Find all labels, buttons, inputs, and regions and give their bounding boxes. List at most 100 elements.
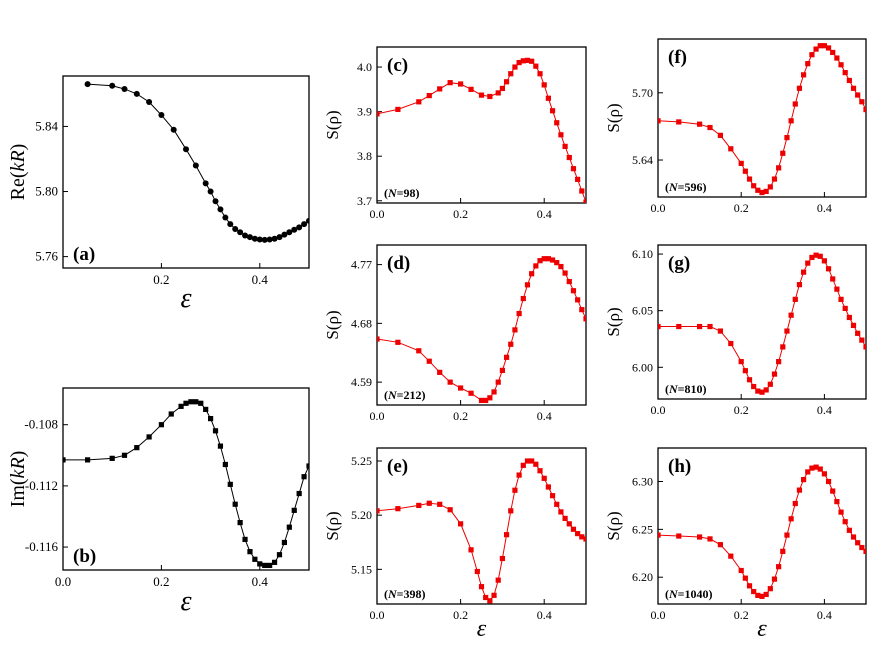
x-tick-label-f: 0.2 <box>734 201 749 215</box>
data-point <box>830 488 836 494</box>
x-tick-label-d: 0.4 <box>537 409 552 423</box>
data-point <box>549 493 556 499</box>
data-point <box>133 90 140 97</box>
y-axis-label-f: S(ρ) <box>604 103 623 132</box>
data-point <box>771 576 778 582</box>
y-tick-label-f: 5.70 <box>632 86 653 100</box>
panel-e: 5.15 5.20 5.25 0.0 0.2 0.4 S(ρ) ε (e) (N=398) <box>323 447 587 642</box>
data-point <box>676 323 682 330</box>
data-point <box>257 561 263 567</box>
data-point <box>426 358 432 364</box>
data-point <box>437 369 443 375</box>
panel-label-g: (g) <box>668 253 690 274</box>
data-point <box>524 458 531 464</box>
data-point <box>728 340 734 347</box>
data-point <box>570 166 577 172</box>
y-axis-label-e: S(ρ) <box>323 511 342 540</box>
data-point <box>512 327 518 333</box>
data-point <box>232 501 238 507</box>
data-point <box>478 397 485 404</box>
data-point <box>796 487 803 493</box>
data-point <box>579 307 585 313</box>
x-tick-label-c: 0.2 <box>453 207 468 221</box>
data-point <box>554 260 560 266</box>
data-point <box>570 288 577 294</box>
markers-a <box>84 81 309 243</box>
data-point <box>780 150 786 156</box>
data-point <box>746 583 753 589</box>
data-point <box>541 82 547 88</box>
data-point <box>562 143 568 149</box>
data-point <box>751 183 757 189</box>
x-tick-label-h: 0.2 <box>734 608 749 622</box>
data-point <box>499 367 505 373</box>
data-point <box>237 519 243 526</box>
y-tick-label-e: 5.20 <box>351 508 372 522</box>
panel-f: 5.64 5.70 0.0 0.2 0.4 S(ρ) (f) (N=596) <box>604 38 867 215</box>
data-point <box>212 428 219 434</box>
data-point <box>508 71 514 77</box>
data-point <box>805 61 811 67</box>
data-point <box>545 256 551 262</box>
data-point <box>579 534 585 540</box>
data-point <box>834 55 840 61</box>
data-point <box>776 359 782 365</box>
data-point <box>487 395 493 401</box>
data-point <box>537 468 543 474</box>
data-point <box>855 330 861 336</box>
data-point <box>813 252 819 258</box>
x-tick-label-a: 0.2 <box>153 272 169 287</box>
y-tick-label-b: -0.112 <box>25 478 58 493</box>
data-point <box>426 92 432 99</box>
data-point <box>416 502 422 509</box>
data-point <box>855 92 861 98</box>
data-point <box>426 500 432 506</box>
data-point <box>193 399 199 405</box>
data-point <box>838 62 844 68</box>
panel-d: 4.59 4.68 4.77 0.0 0.2 0.4 S(ρ) (d) (N=212) <box>323 244 587 423</box>
data-point <box>487 598 493 604</box>
data-point <box>301 221 308 228</box>
data-point <box>788 118 794 124</box>
data-point <box>755 187 761 193</box>
data-point <box>566 521 572 527</box>
data-point <box>763 188 769 194</box>
markers-g <box>658 252 866 395</box>
data-point <box>859 99 865 105</box>
x-tick-label-d: 0.0 <box>370 409 385 423</box>
data-point <box>395 506 401 512</box>
data-point <box>780 344 786 350</box>
y-tick-label-h: 6.25 <box>632 522 653 536</box>
sample-size-label-c: (N=98) <box>384 186 420 200</box>
data-point <box>697 323 703 330</box>
y-tick-label-c: 3.7 <box>357 194 372 208</box>
data-point <box>817 253 823 259</box>
data-point <box>728 146 734 152</box>
y-axis-label-b: Im(kR) <box>7 451 29 508</box>
data-point <box>759 189 765 196</box>
data-point <box>697 121 703 127</box>
x-tick-label-e: 0.0 <box>370 608 385 622</box>
y-tick-label-d: 4.59 <box>351 375 372 389</box>
data-point <box>850 534 857 540</box>
sample-size-label-e: (N=398) <box>384 587 426 601</box>
data-point <box>202 180 209 187</box>
data-point <box>227 481 233 487</box>
data-point <box>788 516 794 522</box>
data-point <box>516 472 522 478</box>
data-point <box>697 534 703 540</box>
data-point <box>134 445 140 451</box>
data-point <box>742 168 748 174</box>
data-point <box>291 226 298 233</box>
data-point <box>767 184 773 190</box>
data-point <box>271 235 278 242</box>
data-point <box>549 108 556 114</box>
data-point <box>158 422 164 428</box>
data-point <box>796 282 803 288</box>
sample-size-label-g: (N=810) <box>665 382 707 396</box>
data-point <box>825 45 832 51</box>
data-point <box>533 263 539 269</box>
data-point <box>763 387 769 393</box>
data-point <box>805 469 811 475</box>
